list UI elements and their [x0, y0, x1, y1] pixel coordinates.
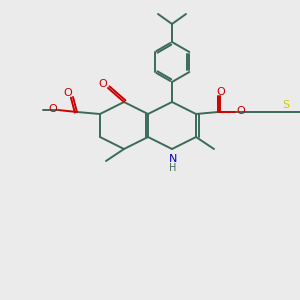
Text: O: O: [49, 104, 57, 114]
Text: O: O: [99, 79, 107, 89]
Text: O: O: [64, 88, 72, 98]
Text: S: S: [282, 100, 290, 110]
Text: O: O: [237, 106, 245, 116]
Text: O: O: [217, 87, 225, 97]
Text: H: H: [169, 163, 177, 173]
Text: N: N: [169, 154, 177, 164]
